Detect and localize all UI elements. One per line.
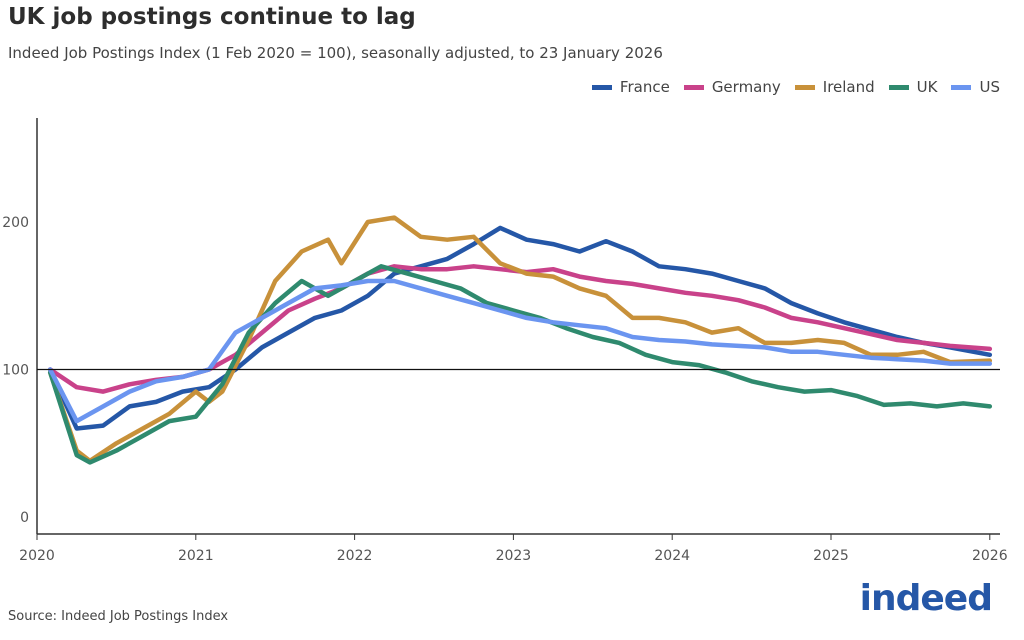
legend-label: US: [979, 78, 1000, 96]
indeed-logo: indeed: [859, 578, 993, 619]
x-tick-label: 2026: [972, 548, 1008, 564]
legend-item-us: US: [951, 78, 1000, 96]
legend-item-ireland: Ireland: [794, 78, 875, 96]
legend-label: UK: [916, 78, 938, 96]
y-tick-label: 100: [2, 363, 29, 379]
x-tick-label: 2020: [19, 548, 55, 564]
legend-swatch: [951, 84, 972, 90]
legend-swatch: [794, 84, 815, 90]
x-tick-label: 2024: [654, 548, 690, 564]
series-line-uk: [47, 264, 993, 465]
y-tick-label: 200: [2, 215, 29, 231]
legend-swatch: [683, 84, 704, 90]
series-line-ireland: [47, 215, 993, 464]
chart-subtitle: Indeed Job Postings Index (1 Feb 2020 = …: [8, 44, 663, 62]
legend-swatch: [591, 84, 612, 90]
source-note: Source: Indeed Job Postings Index: [8, 609, 229, 624]
legend-item-france: France: [591, 78, 670, 96]
x-tick-label: 2022: [337, 548, 373, 564]
y-tick-label: 0: [20, 510, 29, 526]
series-line-france: [47, 225, 993, 431]
legend-item-germany: Germany: [683, 78, 781, 96]
legend-label: Ireland: [822, 78, 875, 96]
legend-label: Germany: [711, 78, 781, 96]
legend-swatch: [888, 84, 909, 90]
x-tick-label: 2025: [813, 548, 849, 564]
legend-label: France: [619, 78, 670, 96]
series-line-us: [47, 278, 993, 424]
chart-title: UK job postings continue to lag: [8, 4, 416, 30]
legend: France Germany Ireland UK US: [591, 78, 1000, 96]
x-tick-label: 2021: [178, 548, 214, 564]
legend-item-uk: UK: [888, 78, 938, 96]
x-tick-label: 2023: [496, 548, 532, 564]
